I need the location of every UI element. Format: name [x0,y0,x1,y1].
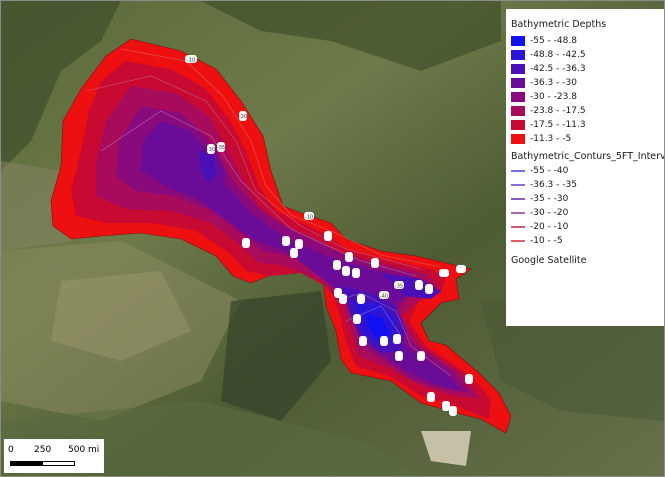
legend-contour-item: -20 - -10 [511,221,568,233]
legend-label: -36.3 - -35 [530,180,577,190]
legend-contour-item: -55 - -40 [511,165,568,177]
scale-tick-500: 500 mi [68,445,100,455]
contour-lines [85,48,452,377]
legend-line-swatch [511,184,525,186]
depth-class-42-west-pocket [199,151,217,183]
legend-swatch [511,36,525,46]
legend-line-swatch [511,240,525,242]
depth-legend-title: Bathymetric Depths [511,19,607,30]
legend-label: -55 - -48.8 [530,36,577,46]
legend-label: -36.3 - -30 [530,78,577,88]
lake-bathymetry[interactable]: -10 -20 -30 -35 -10 [50,38,512,434]
legend-contour-item: -30 - -20 [511,207,568,219]
legend-depth-item: -17.5 - -11.3 [511,119,586,131]
legend-depth-item: -42.5 - -36.3 [511,63,586,75]
scale-tick-0: 0 [8,445,14,455]
legend-contour-item: -10 - -5 [511,235,563,247]
scale-segment-white [42,461,75,466]
legend-swatch [511,92,525,102]
contour-label-markers: -10 -20 -30 -35 -10 [185,55,473,416]
legend-depth-item: -36.3 - -30 [511,77,577,89]
scale-segment-black [10,461,43,466]
legend-label: -30 - -20 [530,208,569,218]
legend-label: -42.5 - -36.3 [530,64,586,74]
legend-label: -11.3 - -5 [530,134,572,144]
legend-contour-item: -36.3 - -35 [511,179,577,191]
legend-label: -10 - -5 [530,236,563,246]
legend-swatch [511,106,525,116]
contour-label: -10 [305,215,313,221]
legend-line-swatch [511,226,525,228]
legend-line-swatch [511,170,525,172]
legend-depth-item: -11.3 - -5 [511,133,571,145]
legend-contour-item: -35 - -30 [511,193,568,205]
legend-depth-item: -48.8 - -42.5 [511,49,586,61]
contour-label: -20 [239,114,247,120]
legend-depth-item: -30 - -23.8 [511,91,577,103]
legend-swatch [511,120,525,130]
legend-swatch [511,50,525,60]
contour-label: -35 [395,284,403,290]
scale-tick-250: 250 [34,445,52,455]
legend-swatch [511,78,525,88]
depth-class-55-to-48 [366,313,389,339]
legend-line-swatch [511,198,525,200]
contour-label: -35 [217,145,225,151]
legend-label: -30 - -23.8 [530,92,577,102]
basemap-legend-label: Google Satellite [511,255,587,266]
legend-label: -35 - -30 [530,194,569,204]
legend-swatch [511,64,525,74]
legend-label: -20 - -10 [530,222,569,232]
map-legend: Bathymetric Depths -55 - -48.8 -48.8 - -… [506,9,664,326]
legend-label: -23.8 - -17.5 [530,106,586,116]
contour-label: -40 [380,294,388,300]
legend-line-swatch [511,212,525,214]
legend-label: -48.8 - -42.5 [530,50,586,60]
contour-label: -10 [187,58,196,64]
contour-label: -30 [207,147,215,153]
scale-bar: 0 250 500 mi [4,439,104,473]
legend-swatch [511,134,525,144]
contour-legend-title: Bathymetric_Conturs_5FT_Intervals [511,151,665,162]
legend-label: -55 - -40 [530,166,569,176]
legend-depth-item: -23.8 - -17.5 [511,105,586,117]
legend-label: -17.5 - -11.3 [530,120,586,130]
legend-depth-item: -55 - -48.8 [511,35,577,47]
